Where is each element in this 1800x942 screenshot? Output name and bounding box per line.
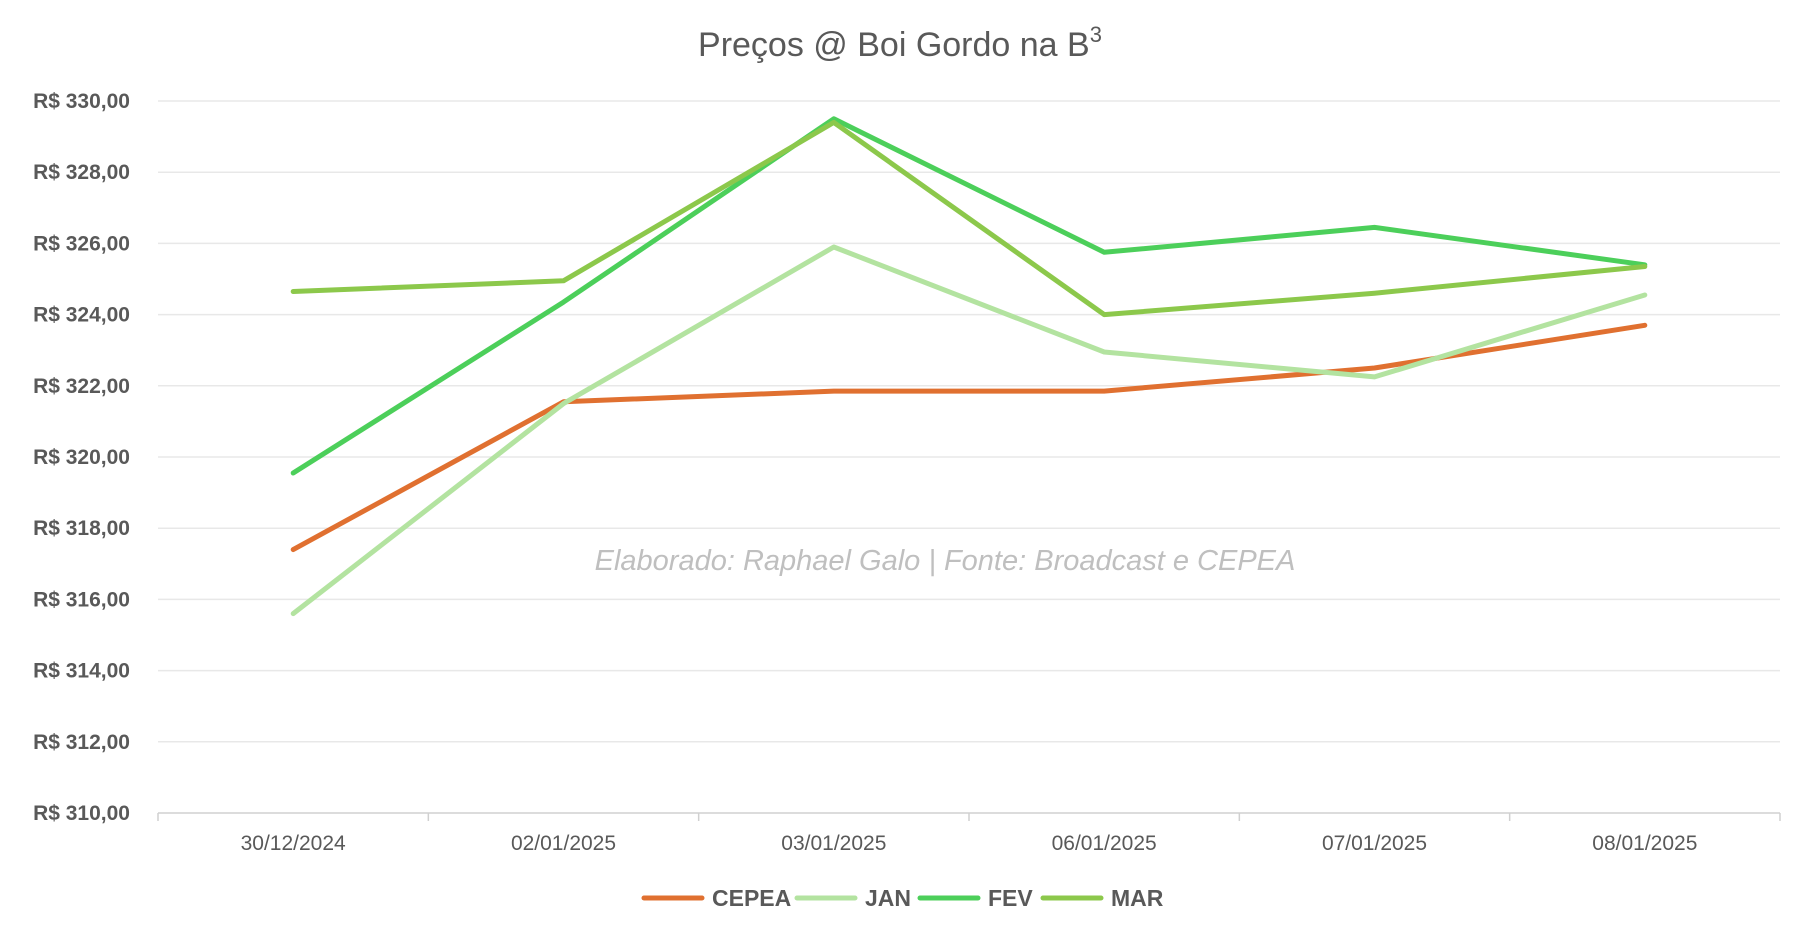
- axes: [157, 812, 1781, 821]
- chart-title: Preços @ Boi Gordo na B3: [698, 22, 1102, 64]
- y-tick-label: R$ 324,00: [33, 304, 130, 327]
- series-line-mar: [290, 119, 1648, 318]
- x-tick-label: 03/01/2025: [781, 832, 886, 855]
- x-tick-label: 30/12/2024: [241, 832, 346, 855]
- y-tick-label: R$ 318,00: [33, 517, 130, 540]
- x-tick-label: 06/01/2025: [1052, 832, 1157, 855]
- gridlines: [158, 100, 1780, 743]
- y-tick-label: R$ 328,00: [33, 161, 130, 184]
- series-lines: [290, 116, 1648, 617]
- series-line-fev: [290, 116, 1648, 476]
- legend-label-jan: JAN: [865, 885, 911, 911]
- source-annotation: Elaborado: Raphael Galo | Fonte: Broadca…: [595, 545, 1296, 577]
- chart-title-superscript: 3: [1090, 22, 1102, 47]
- y-axis-tick-labels: R$ 310,00 R$ 312,00 R$ 314,00 R$ 316,00 R$ 3…: [33, 90, 130, 825]
- y-tick-label: R$ 312,00: [33, 731, 130, 754]
- chart-title-text: Preços @ Boi Gordo na B: [698, 26, 1090, 64]
- y-tick-label: R$ 310,00: [33, 802, 130, 825]
- series-line-jan: [290, 244, 1648, 617]
- x-tick-label: 08/01/2025: [1592, 832, 1697, 855]
- x-axis-tick-labels: 30/12/2024 02/01/2025 03/01/2025 06/01/2025…: [241, 832, 1698, 855]
- legend-label-cepea: CEPEA: [712, 885, 791, 911]
- y-tick-label: R$ 326,00: [33, 232, 130, 255]
- y-tick-label: R$ 314,00: [33, 660, 130, 683]
- y-tick-label: R$ 330,00: [33, 90, 130, 113]
- x-tick-label: 02/01/2025: [511, 832, 616, 855]
- legend: CEPEA JAN FEV MAR: [641, 885, 1164, 911]
- legend-label-mar: MAR: [1111, 885, 1164, 911]
- y-tick-label: R$ 322,00: [33, 375, 130, 398]
- y-tick-label: R$ 316,00: [33, 588, 130, 611]
- y-tick-label: R$ 320,00: [33, 446, 130, 469]
- x-tick-label: 07/01/2025: [1322, 832, 1427, 855]
- legend-label-fev: FEV: [988, 885, 1033, 911]
